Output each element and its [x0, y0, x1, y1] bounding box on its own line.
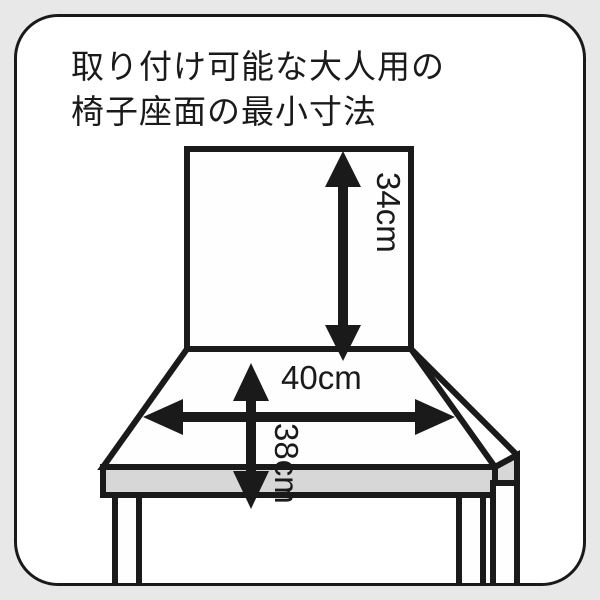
spec-card: 取り付け可能な大人用の 椅子座面の最小寸法: [14, 14, 586, 586]
label-width: 40cm: [281, 359, 362, 397]
chair-legs: [115, 483, 517, 586]
label-backrest: 34cm: [369, 172, 407, 253]
label-depth: 38cm: [267, 423, 305, 504]
